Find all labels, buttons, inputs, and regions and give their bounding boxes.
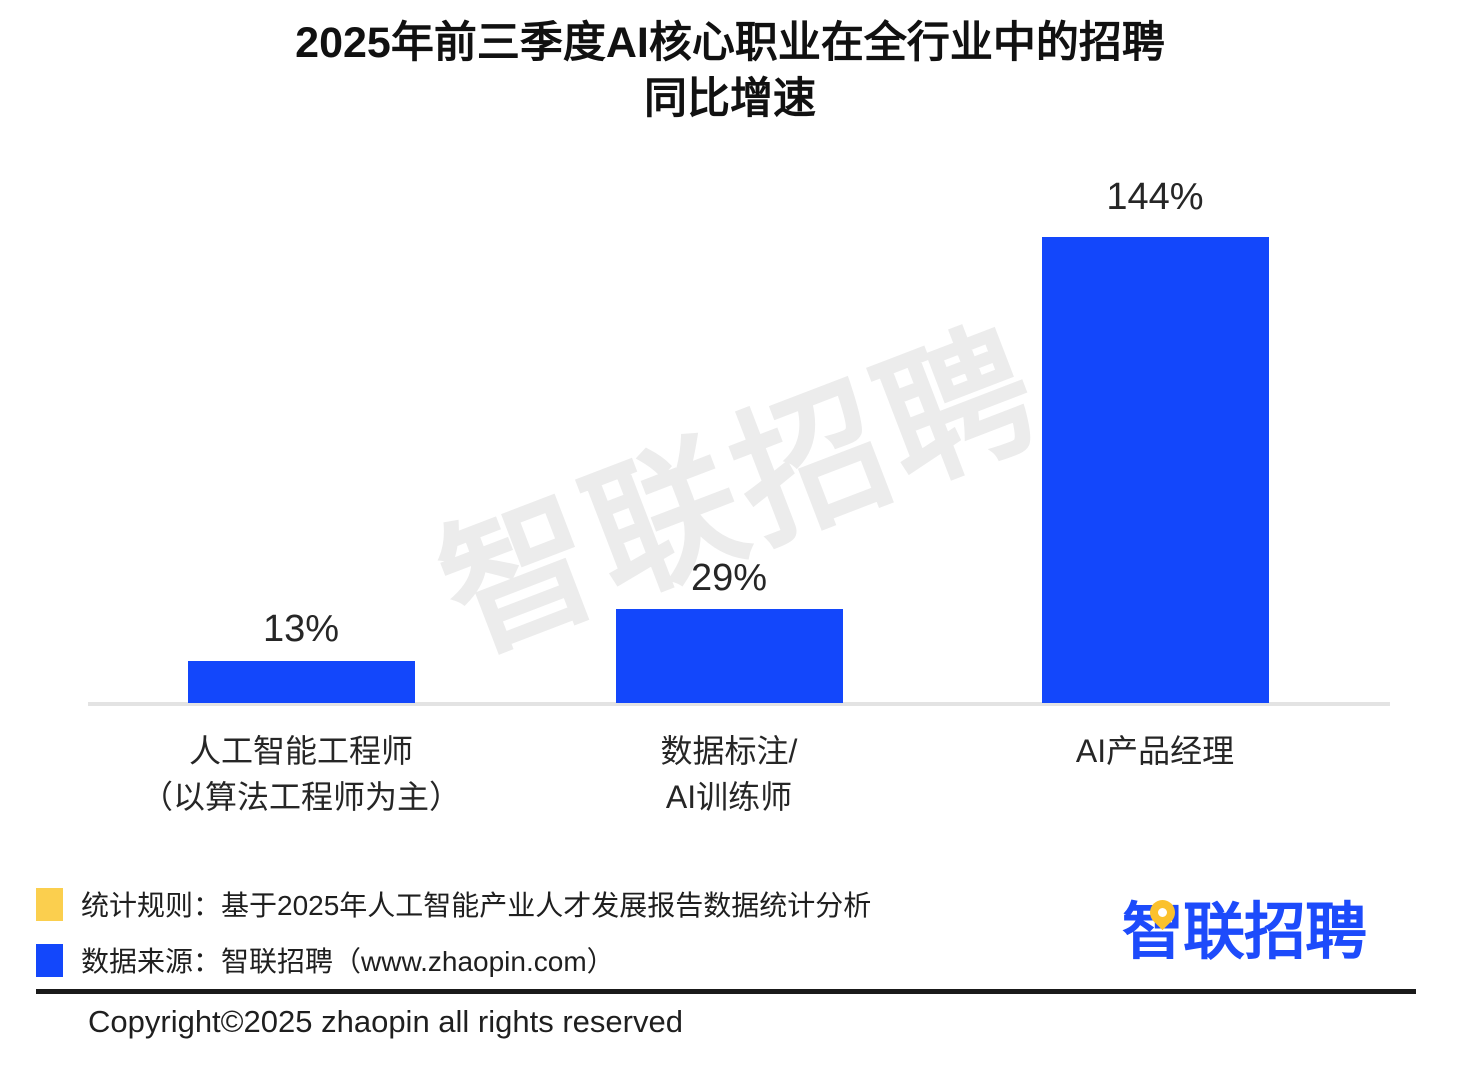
copyright-text: Copyright©2025 zhaopin all rights reserv… — [88, 1004, 683, 1039]
category-label-line: （以算法工程师为主） — [140, 779, 461, 816]
category-label-line: 数据标注/ — [660, 733, 798, 769]
chart-title: 2025年前三季度AI核心职业在全行业中的招聘 同比增速 — [225, 16, 1235, 128]
footnote-methodology-text: 统计规则：基于2025年人工智能产业人才发展报告数据统计分析 — [81, 890, 872, 921]
value-label-data-annotator: 29% — [690, 557, 768, 599]
bar-data-annotator[interactable] — [616, 609, 843, 703]
category-label-line: 人工智能工程师 — [188, 733, 413, 769]
bar-ai-product-manager[interactable] — [1042, 237, 1269, 703]
legend-swatch-yellow — [36, 887, 63, 921]
chart-title-line-2: 同比增速 — [644, 74, 816, 123]
category-label-ai-engineer: 人工智能工程师 （以算法工程师为主） — [121, 728, 481, 821]
watermark-text: 智联招聘 — [419, 300, 1063, 681]
footnote-row-source: 数据来源：智联招聘（www.zhaopin.com） — [36, 936, 1166, 984]
legend-swatch-blue — [36, 943, 63, 977]
category-label-line: AI训练师 — [665, 779, 793, 816]
category-label-data-annotator: 数据标注/ AI训练师 — [549, 728, 909, 821]
footer-divider — [36, 989, 1416, 994]
zhaopin-logo: 智联招聘 — [1122, 894, 1367, 969]
footnote-source-text: 数据来源：智联招聘（www.zhaopin.com） — [81, 946, 615, 977]
footnote-row-methodology: 统计规则：基于2025年人工智能产业人才发展报告数据统计分析 — [36, 880, 1166, 928]
footnotes: 统计规则：基于2025年人工智能产业人才发展报告数据统计分析 数据来源：智联招聘… — [36, 880, 1166, 992]
value-label-ai-engineer: 13% — [262, 608, 340, 650]
x-axis-line — [88, 702, 1390, 706]
category-label-line: AI产品经理 — [1075, 733, 1235, 769]
bar-ai-engineer[interactable] — [188, 661, 415, 703]
chart-title-line-1: 2025年前三季度AI核心职业在全行业中的招聘 — [295, 19, 1165, 67]
category-label-ai-product-manager: AI产品经理 — [975, 728, 1335, 774]
value-label-ai-product-manager: 144% — [1106, 176, 1204, 218]
